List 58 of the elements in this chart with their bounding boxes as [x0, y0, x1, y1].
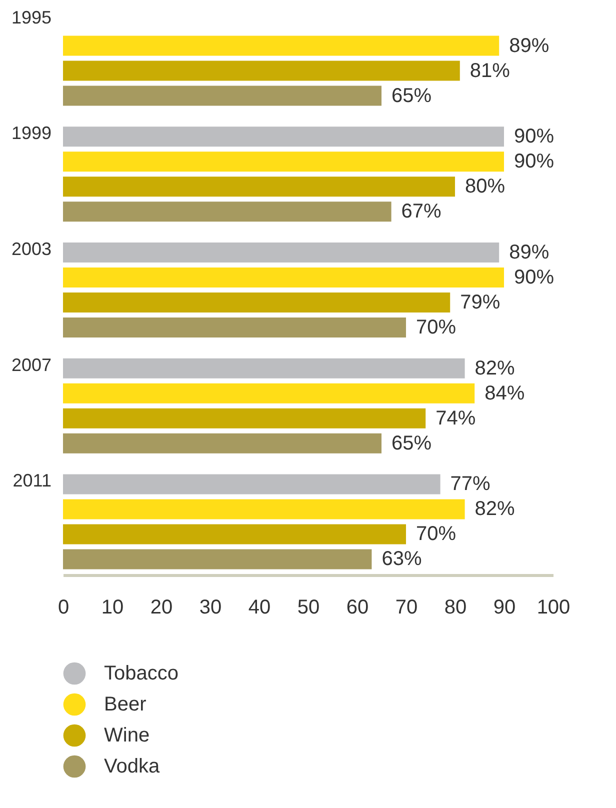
legend-label: Wine [104, 724, 150, 746]
data-label: 80% [465, 176, 506, 198]
data-label: 84% [484, 382, 525, 404]
data-label: 77% [450, 473, 491, 496]
bar [63, 358, 465, 378]
data-label: 70% [416, 316, 456, 338]
data-label: 74% [436, 407, 476, 430]
data-label: 90% [514, 150, 554, 173]
bar [63, 60, 460, 81]
bar [63, 176, 455, 197]
data-label: 90% [514, 126, 554, 148]
x-tick-label: 0 [58, 596, 70, 618]
data-label: 82% [474, 357, 516, 380]
data-label: 67% [401, 200, 442, 223]
x-tick-label: 100 [536, 596, 570, 618]
bar [63, 474, 440, 494]
bar [63, 152, 504, 172]
legend-label: Tobacco [104, 662, 178, 684]
bar [63, 433, 382, 454]
y-tick-label: 1995 [11, 7, 52, 28]
bar [63, 499, 465, 520]
data-label: 81% [470, 60, 510, 82]
x-tick-label: 70 [395, 596, 418, 618]
x-tick-label: 10 [101, 596, 124, 618]
bar [63, 86, 382, 106]
bar [63, 549, 372, 570]
data-label: 65% [392, 432, 432, 454]
y-tick-label: 2003 [11, 239, 52, 259]
data-label: 89% [509, 34, 550, 57]
x-tick-label: 60 [346, 596, 369, 618]
bar [63, 292, 450, 312]
x-tick-label: 80 [444, 596, 467, 618]
y-tick-label: 2007 [11, 354, 52, 375]
bar [63, 383, 475, 404]
bar [63, 202, 392, 222]
data-label: 70% [416, 523, 456, 546]
x-tick-label: 50 [297, 596, 320, 618]
x-tick-label: 30 [199, 596, 222, 618]
bar [63, 126, 504, 147]
data-label: 63% [382, 548, 422, 570]
data-label: 65% [392, 84, 432, 107]
bar [63, 318, 406, 338]
legend-label: Beer [104, 694, 147, 716]
bar [63, 524, 406, 544]
x-tick-label: 20 [150, 596, 173, 618]
data-label: 90% [514, 266, 554, 288]
bar [63, 36, 500, 56]
x-tick-label: 40 [248, 596, 271, 618]
data-label: 82% [474, 498, 516, 520]
y-tick-label: 2011 [12, 470, 52, 491]
x-tick-label: 90 [493, 596, 516, 618]
legend-label: Vodka [104, 756, 160, 778]
bar [63, 268, 504, 288]
data-label: 79% [460, 292, 500, 314]
bar [63, 242, 500, 262]
bar [63, 408, 426, 428]
y-tick-label: 1999 [11, 123, 52, 144]
data-label: 89% [509, 242, 550, 264]
